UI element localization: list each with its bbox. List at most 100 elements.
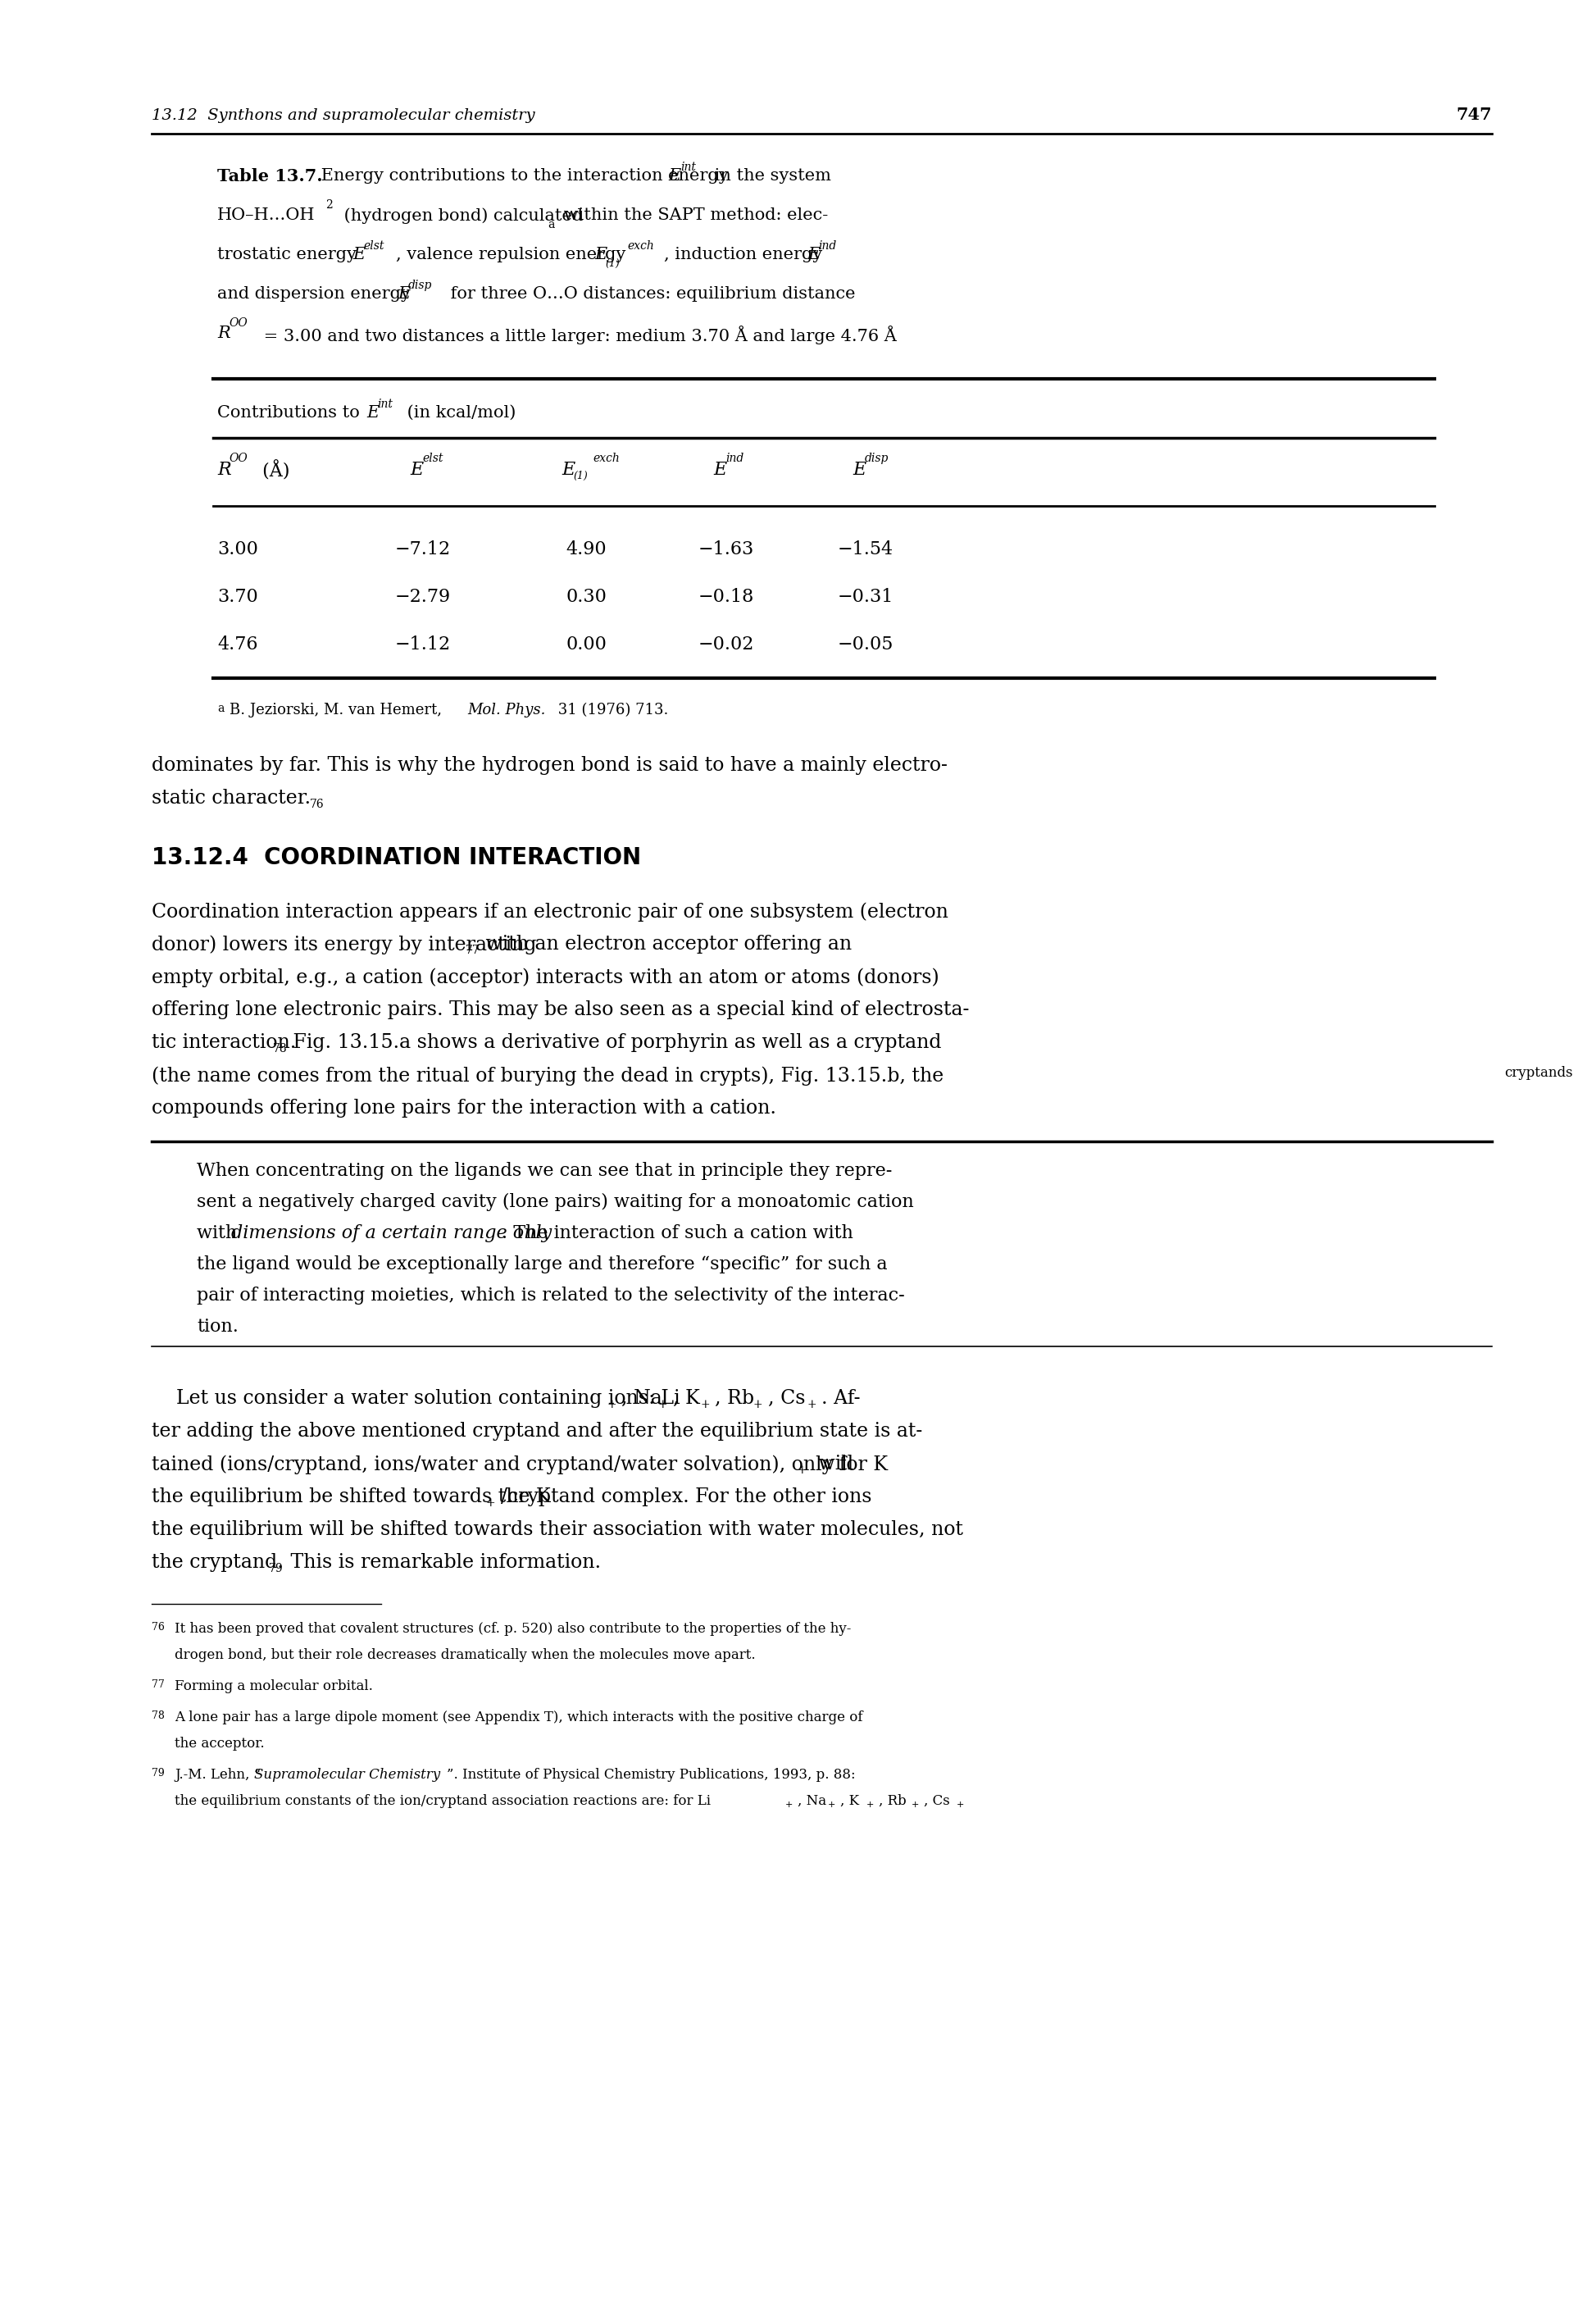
- Text: 3.70: 3.70: [217, 588, 259, 606]
- Text: 31 (1976) 713.: 31 (1976) 713.: [554, 704, 669, 718]
- Text: the equilibrium will be shifted towards their association with water molecules, : the equilibrium will be shifted towards …: [152, 1519, 962, 1540]
- Text: 13.12.4  COORDINATION INTERACTION: 13.12.4 COORDINATION INTERACTION: [152, 846, 642, 869]
- Text: dominates by far. This is why the hydrogen bond is said to have a mainly electro: dominates by far. This is why the hydrog…: [152, 755, 948, 776]
- Text: Energy contributions to the interaction energy: Energy contributions to the interaction …: [316, 167, 734, 184]
- Text: elst: elst: [423, 453, 444, 465]
- Text: will: will: [812, 1454, 854, 1473]
- Text: , Na: , Na: [621, 1389, 662, 1408]
- Text: +: +: [606, 1398, 616, 1410]
- Text: +: +: [911, 1800, 919, 1810]
- Text: E: E: [852, 460, 867, 479]
- Text: −2.79: −2.79: [394, 588, 450, 606]
- Text: (in kcal/mol): (in kcal/mol): [402, 404, 516, 420]
- Text: E: E: [669, 167, 680, 184]
- Text: 3.00: 3.00: [217, 541, 259, 558]
- Text: sent a negatively charged cavity (lone pairs) waiting for a monoatomic cation: sent a negatively charged cavity (lone p…: [196, 1194, 915, 1210]
- Text: This is remarkable information.: This is remarkable information.: [284, 1554, 602, 1573]
- Text: +: +: [658, 1398, 667, 1410]
- Text: , Rb: , Rb: [879, 1793, 907, 1807]
- Text: for three O…O distances: equilibrium distance: for three O…O distances: equilibrium dis…: [445, 286, 855, 302]
- Text: compounds offering lone pairs for the interaction with a cation.: compounds offering lone pairs for the in…: [152, 1099, 776, 1117]
- Text: trostatic energy: trostatic energy: [217, 246, 362, 262]
- Text: = 3.00 and two distances a little larger: medium 3.70 Å and large 4.76 Å: = 3.00 and two distances a little larger…: [259, 325, 897, 344]
- Text: 4.76: 4.76: [217, 637, 259, 653]
- Text: OO: OO: [228, 318, 247, 330]
- Text: , Na: , Na: [798, 1793, 827, 1807]
- Text: −0.31: −0.31: [838, 588, 894, 606]
- Text: (1): (1): [605, 258, 619, 269]
- Text: OO: OO: [228, 453, 247, 465]
- Text: int: int: [377, 400, 393, 409]
- Text: ”. Institute of Physical Chemistry Publications, 1993, p. 88:: ”. Institute of Physical Chemistry Publi…: [447, 1768, 855, 1782]
- Text: 76: 76: [310, 799, 324, 811]
- Text: −1.54: −1.54: [838, 541, 894, 558]
- Text: , K: , K: [674, 1389, 699, 1408]
- Text: 747: 747: [1456, 107, 1492, 123]
- Text: int: int: [680, 163, 696, 172]
- Text: ind: ind: [726, 453, 744, 465]
- Text: 0.00: 0.00: [565, 637, 606, 653]
- Text: , valence repulsion energy: , valence repulsion energy: [396, 246, 630, 262]
- Text: , Cs: , Cs: [768, 1389, 806, 1408]
- Text: When concentrating on the ligands we can see that in principle they repre-: When concentrating on the ligands we can…: [196, 1162, 892, 1180]
- Text: . The interaction of such a cation with: . The interaction of such a cation with: [501, 1224, 854, 1243]
- Text: tic interaction.: tic interaction.: [152, 1034, 297, 1052]
- Text: E: E: [713, 460, 726, 479]
- Text: ter adding the above mentioned cryptand and after the equilibrium state is at-: ter adding the above mentioned cryptand …: [152, 1422, 922, 1440]
- Text: , Rb: , Rb: [715, 1389, 755, 1408]
- Text: −7.12: −7.12: [394, 541, 450, 558]
- Text: +: +: [806, 1398, 816, 1410]
- Text: 4.90: 4.90: [567, 541, 606, 558]
- Text: −1.63: −1.63: [697, 541, 755, 558]
- Text: donor) lowers its energy by interacting: donor) lowers its energy by interacting: [152, 934, 536, 955]
- Text: , induction energy: , induction energy: [664, 246, 828, 262]
- Text: exch: exch: [592, 453, 619, 465]
- Text: 77: 77: [466, 945, 480, 957]
- Text: (Å): (Å): [257, 460, 290, 481]
- Text: E: E: [353, 246, 365, 262]
- Text: with an electron acceptor offering an: with an electron acceptor offering an: [479, 934, 852, 955]
- Text: the equilibrium be shifted towards the K: the equilibrium be shifted towards the K: [152, 1487, 551, 1505]
- Text: in the system: in the system: [709, 167, 832, 184]
- Text: cryptands: cryptands: [1503, 1066, 1572, 1080]
- Text: (the name comes from the ritual of burying the dead in crypts), Fig. 13.15.b, th: (the name comes from the ritual of buryi…: [152, 1066, 943, 1085]
- Text: −0.18: −0.18: [697, 588, 755, 606]
- Text: empty orbital, e.g., a cation (acceptor) interacts with an atom or atoms (donors: empty orbital, e.g., a cation (acceptor)…: [152, 969, 938, 987]
- Text: E: E: [562, 460, 575, 479]
- Text: 13.12  Synthons and supramolecular chemistry: 13.12 Synthons and supramolecular chemis…: [152, 109, 535, 123]
- Text: +: +: [956, 1800, 964, 1810]
- Text: dimensions of a certain range only: dimensions of a certain range only: [231, 1224, 552, 1243]
- Text: . Af-: . Af-: [822, 1389, 860, 1408]
- Text: E: E: [397, 286, 410, 302]
- Text: +: +: [701, 1398, 710, 1410]
- Text: a: a: [547, 218, 554, 230]
- Text: the equilibrium constants of the ion/cryptand association reactions are: for Li: the equilibrium constants of the ion/cry…: [174, 1793, 710, 1807]
- Text: Coordination interaction appears if an electronic pair of one subsystem (electro: Coordination interaction appears if an e…: [152, 901, 948, 922]
- Text: It has been proved that covalent structures (cf. p. 520) also contribute to the : It has been proved that covalent structu…: [174, 1621, 851, 1635]
- Text: within the SAPT method: elec-: within the SAPT method: elec-: [559, 207, 828, 223]
- Text: with: with: [196, 1224, 243, 1243]
- Text: drogen bond, but their role decreases dramatically when the molecules move apart: drogen bond, but their role decreases dr…: [174, 1647, 755, 1661]
- Text: E: E: [367, 404, 378, 420]
- Text: +: +: [487, 1498, 496, 1508]
- Text: J.-M. Lehn, “: J.-M. Lehn, “: [174, 1768, 260, 1782]
- Text: 0.30: 0.30: [565, 588, 606, 606]
- Text: +: +: [785, 1800, 793, 1810]
- Text: E: E: [594, 246, 606, 262]
- Text: (1): (1): [573, 472, 587, 481]
- Text: Forming a molecular orbital.: Forming a molecular orbital.: [174, 1680, 373, 1693]
- Text: −1.12: −1.12: [394, 637, 450, 653]
- Text: , Cs: , Cs: [924, 1793, 950, 1807]
- Text: R: R: [217, 325, 230, 341]
- Text: Contributions to: Contributions to: [217, 404, 365, 420]
- Text: Fig. 13.15.a shows a derivative of porphyrin as well as a cryptand: Fig. 13.15.a shows a derivative of porph…: [287, 1034, 942, 1052]
- Text: R: R: [217, 460, 231, 479]
- Text: 76: 76: [152, 1621, 164, 1633]
- Text: disp: disp: [409, 279, 433, 290]
- Text: offering lone electronic pairs. This may be also seen as a special kind of elect: offering lone electronic pairs. This may…: [152, 1001, 969, 1020]
- Text: Mol. Phys.: Mol. Phys.: [468, 704, 546, 718]
- Text: −0.05: −0.05: [838, 637, 894, 653]
- Text: , K: , K: [839, 1793, 859, 1807]
- Text: 78: 78: [273, 1043, 287, 1055]
- Text: +: +: [867, 1800, 875, 1810]
